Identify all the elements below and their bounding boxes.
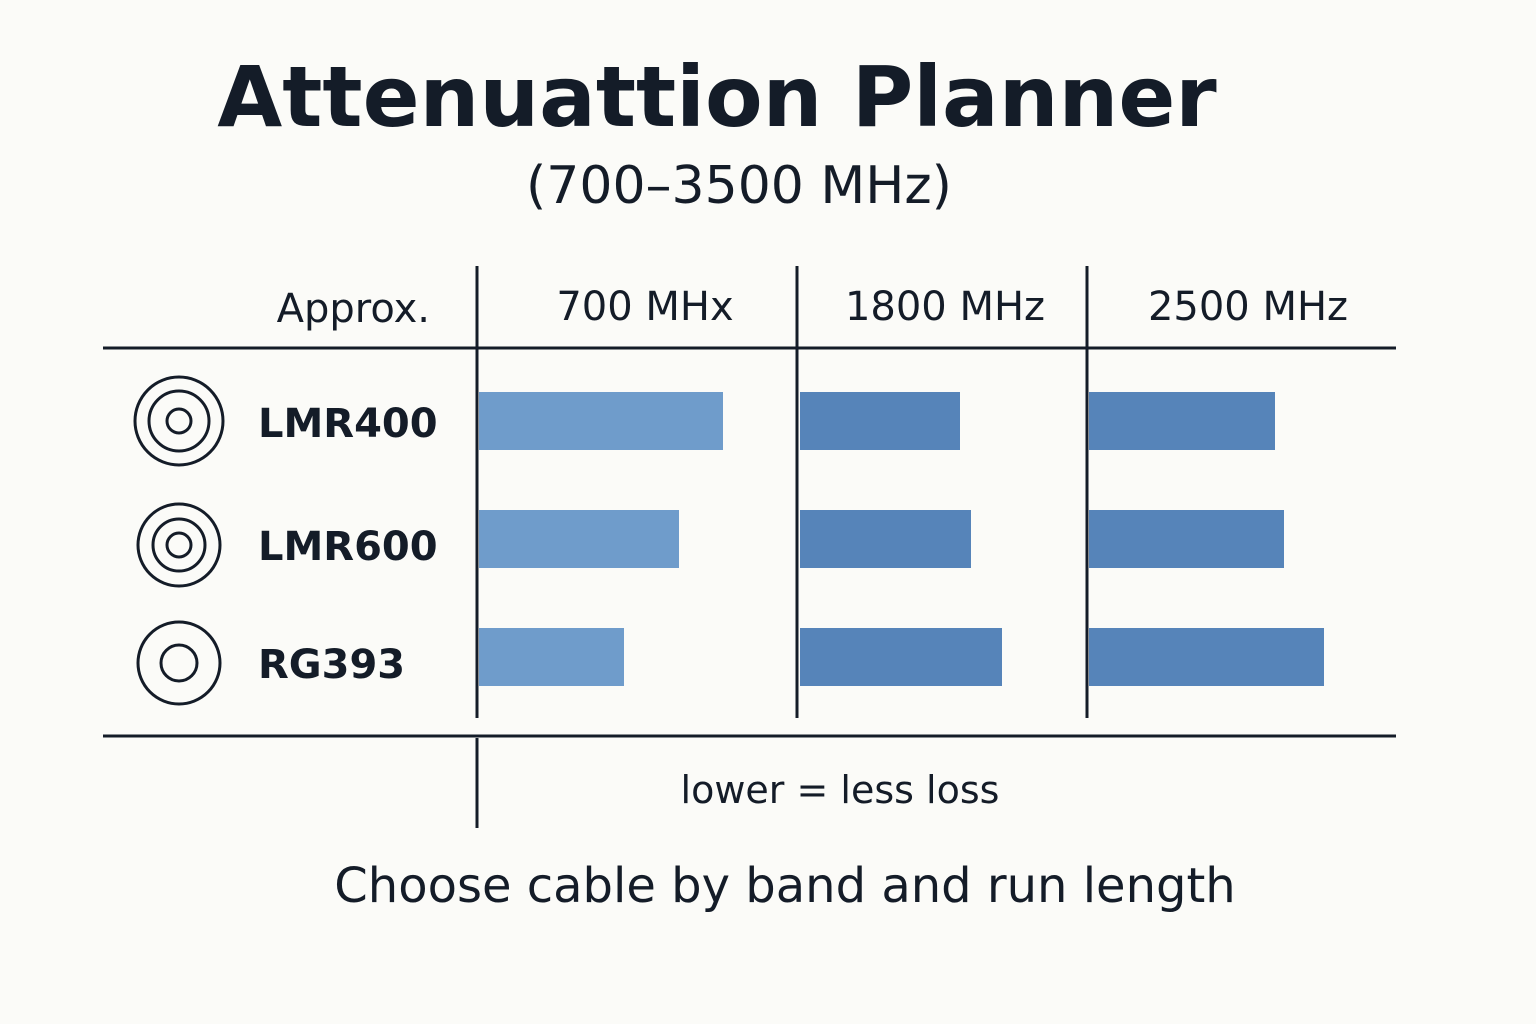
coax-double-ring-icon [136, 620, 222, 706]
coax-triple-ring-icon [136, 502, 222, 588]
bar-rg393-0 [479, 628, 624, 686]
footer-caption: Choose cable by band and run length [334, 858, 1236, 914]
corner-label: Approx. [277, 286, 430, 332]
bars-group [479, 392, 1324, 686]
row-label-lmr400: LMR400 [258, 401, 438, 447]
bar-lmr600-0 [479, 510, 679, 568]
bar-lmr400-1 [800, 392, 960, 450]
page-title: Attenuattion Planner [217, 48, 1217, 146]
column-header-1800: 1800 MHz [845, 284, 1045, 330]
bar-lmr600-1 [800, 510, 971, 568]
column-header-2500: 2500 MHz [1148, 284, 1348, 330]
bar-rg393-2 [1089, 628, 1324, 686]
bar-lmr400-2 [1089, 392, 1275, 450]
row-label-rg393: RG393 [258, 642, 405, 688]
coax-triple-ring-icon [133, 375, 225, 467]
row-label-lmr600: LMR600 [258, 524, 438, 570]
bar-lmr600-2 [1089, 510, 1284, 568]
bar-lmr400-0 [479, 392, 723, 450]
bar-rg393-1 [800, 628, 1002, 686]
legend-note: lower = less loss [681, 768, 1000, 812]
column-header-700: 700 MHx [556, 284, 733, 330]
page-subtitle: (700–3500 MHz) [526, 156, 952, 216]
